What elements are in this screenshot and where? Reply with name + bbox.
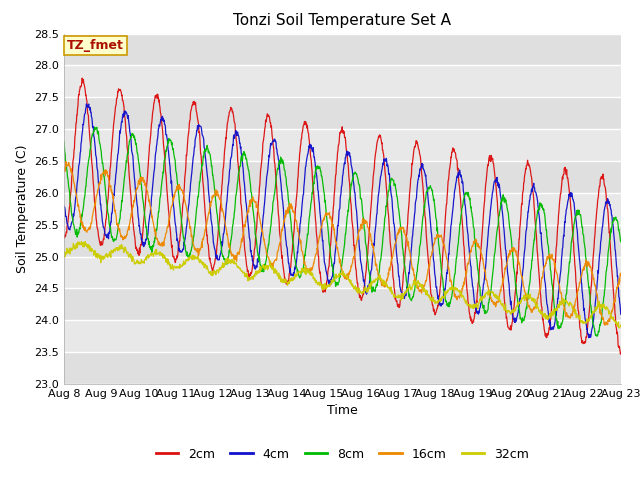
X-axis label: Time: Time <box>327 405 358 418</box>
Title: Tonzi Soil Temperature Set A: Tonzi Soil Temperature Set A <box>234 13 451 28</box>
Bar <box>64 288 621 320</box>
Text: TZ_fmet: TZ_fmet <box>67 39 124 52</box>
Bar <box>64 34 621 65</box>
Bar <box>64 97 621 129</box>
Bar <box>64 225 621 257</box>
Bar <box>64 352 621 384</box>
Bar <box>64 161 621 193</box>
Y-axis label: Soil Temperature (C): Soil Temperature (C) <box>16 144 29 273</box>
Legend: 2cm, 4cm, 8cm, 16cm, 32cm: 2cm, 4cm, 8cm, 16cm, 32cm <box>150 443 534 466</box>
